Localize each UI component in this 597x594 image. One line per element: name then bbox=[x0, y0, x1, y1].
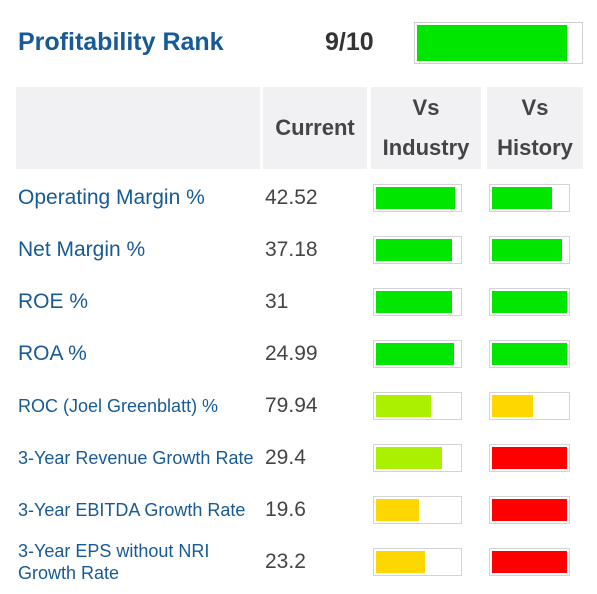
vs-history-bar bbox=[489, 184, 570, 212]
current-column-label: Current bbox=[275, 115, 355, 140]
vs-industry-bar bbox=[373, 496, 462, 524]
metric-current-value: 29.4 bbox=[265, 446, 306, 469]
table-row: ROE % 31 bbox=[0, 276, 597, 328]
table-row: ROA % 24.99 bbox=[0, 328, 597, 380]
metric-name-link[interactable]: ROA % bbox=[18, 342, 87, 365]
metric-current-value: 19.6 bbox=[265, 498, 306, 521]
metric-current-value: 42.52 bbox=[265, 186, 318, 209]
vs-industry-bar-fill bbox=[376, 499, 419, 521]
vs-history-bar bbox=[489, 340, 570, 368]
vs-history-bar bbox=[489, 392, 570, 420]
vs-industry-bar bbox=[373, 340, 462, 368]
metric-current-value: 31 bbox=[265, 290, 289, 313]
vs-industry-bar-fill bbox=[376, 187, 455, 209]
vs-industry-label-line2: Industry bbox=[382, 135, 470, 160]
vs-industry-bar-fill bbox=[376, 395, 431, 417]
vs-history-bar-fill bbox=[492, 551, 567, 573]
table-header-vs-history: Vs History bbox=[487, 87, 583, 169]
vs-industry-bar-fill bbox=[376, 239, 452, 261]
table-header-metric bbox=[16, 87, 260, 169]
vs-industry-bar-fill bbox=[376, 551, 425, 573]
table-header-current: Current bbox=[263, 87, 367, 169]
vs-industry-bar bbox=[373, 548, 462, 576]
table-row: Net Margin % 37.18 bbox=[0, 224, 597, 276]
vs-history-bar-fill bbox=[492, 187, 552, 209]
metric-name-link[interactable]: 3-Year Revenue Growth Rate bbox=[18, 448, 254, 468]
vs-industry-bar bbox=[373, 236, 462, 264]
table-row: Operating Margin % 42.52 bbox=[0, 172, 597, 224]
vs-industry-bar bbox=[373, 392, 462, 420]
vs-industry-bar-fill bbox=[376, 447, 442, 469]
vs-industry-bar-fill bbox=[376, 291, 452, 313]
rank-value: 9/10 bbox=[325, 28, 374, 56]
vs-history-label-line2: History bbox=[497, 135, 573, 160]
vs-industry-bar-fill bbox=[376, 343, 454, 365]
vs-history-bar bbox=[489, 444, 570, 472]
vs-history-bar bbox=[489, 548, 570, 576]
vs-history-bar-fill bbox=[492, 499, 567, 521]
vs-history-bar-fill bbox=[492, 291, 567, 313]
table-header-vs-industry: Vs Industry bbox=[371, 87, 481, 169]
metric-name-link[interactable]: ROE % bbox=[18, 290, 89, 313]
metric-current-value: 37.18 bbox=[265, 238, 318, 261]
table-row: 3-Year EBITDA Growth Rate 19.6 bbox=[0, 484, 597, 536]
rank-bar-fill bbox=[417, 25, 567, 61]
metric-name-link[interactable]: Net Margin % bbox=[18, 238, 146, 261]
vs-history-bar bbox=[489, 496, 570, 524]
table-row: ROC (Joel Greenblatt) % 79.94 bbox=[0, 380, 597, 432]
vs-history-label-line1: Vs bbox=[521, 95, 549, 120]
vs-history-bar-fill bbox=[492, 239, 562, 261]
table-row: 3-Year EPS without NRI Growth Rate 23.2 bbox=[0, 536, 597, 588]
metric-name-link[interactable]: 3-Year EPS without NRI Growth Rate bbox=[18, 541, 210, 583]
metric-current-value: 23.2 bbox=[265, 550, 306, 573]
vs-industry-bar bbox=[373, 288, 462, 316]
vs-industry-label-line1: Vs bbox=[412, 95, 440, 120]
vs-industry-bar bbox=[373, 184, 462, 212]
metric-current-value: 24.99 bbox=[265, 342, 318, 365]
vs-history-bar-fill bbox=[492, 343, 567, 365]
metric-current-value: 79.94 bbox=[265, 394, 318, 417]
metric-name-link[interactable]: ROC (Joel Greenblatt) % bbox=[18, 396, 219, 416]
vs-history-bar bbox=[489, 288, 570, 316]
metric-name-link[interactable]: Operating Margin % bbox=[18, 186, 205, 209]
profitability-rank-title: Profitability Rank bbox=[18, 28, 224, 56]
metric-name-link[interactable]: 3-Year EBITDA Growth Rate bbox=[18, 500, 246, 520]
vs-history-bar-fill bbox=[492, 447, 567, 469]
vs-industry-bar bbox=[373, 444, 462, 472]
vs-history-bar-fill bbox=[492, 395, 533, 417]
vs-history-bar bbox=[489, 236, 570, 264]
table-row: 3-Year Revenue Growth Rate 29.4 bbox=[0, 432, 597, 484]
rank-bar bbox=[414, 22, 583, 64]
